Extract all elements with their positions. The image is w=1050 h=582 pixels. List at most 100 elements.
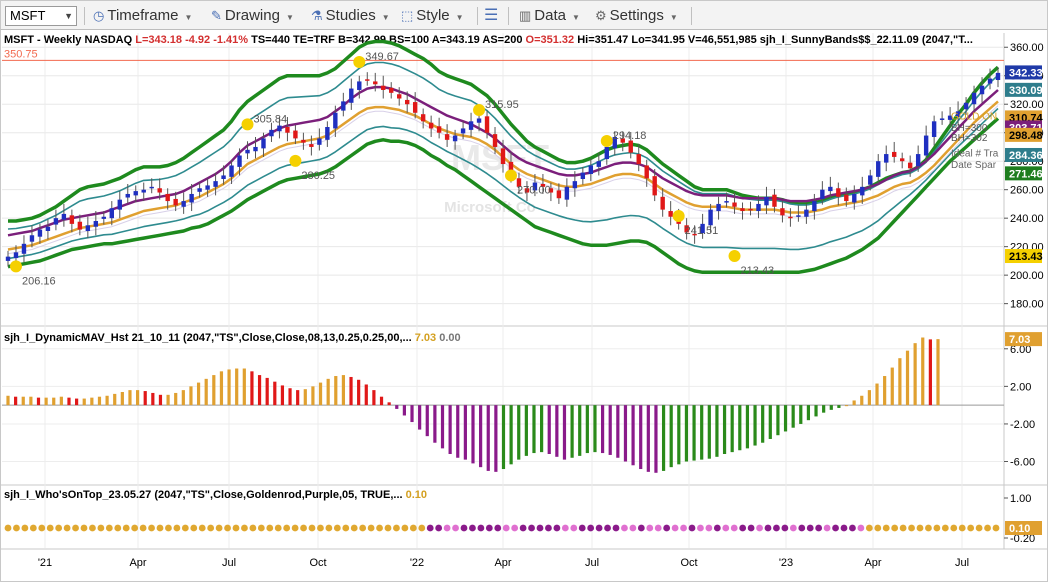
oscillator-bar xyxy=(753,405,757,446)
ontop-dot xyxy=(38,524,46,532)
ontop-dot xyxy=(553,524,561,532)
price-tick-label: 320.00 xyxy=(1010,99,1044,111)
timeframe-menu[interactable]: ◷ Timeframe ▼ xyxy=(93,6,192,26)
candle-body xyxy=(740,208,745,212)
timeframe-label: Timeframe xyxy=(107,7,179,24)
candle-body xyxy=(389,87,394,93)
candle-body xyxy=(412,102,418,113)
ontop-dot xyxy=(587,524,595,532)
ontop-dot xyxy=(705,524,713,532)
ontop-dot xyxy=(148,524,155,532)
ontop-dot xyxy=(604,524,611,532)
oscillator-bar xyxy=(410,405,414,423)
oscillator-bar xyxy=(204,378,208,406)
candle-body xyxy=(828,186,833,192)
swing-point-dot xyxy=(672,210,685,223)
ontop-dot xyxy=(637,524,645,532)
price-badge xyxy=(1005,249,1042,264)
ontop-dot xyxy=(46,524,54,532)
swing-point-label: 241.51 xyxy=(685,225,719,237)
swing-point-dot xyxy=(289,154,302,167)
oscillator-bar xyxy=(273,381,277,406)
toolbar-divider xyxy=(691,7,692,25)
toolbar-divider xyxy=(508,7,509,25)
oscillator-bar xyxy=(227,369,231,406)
x-tick-label: Oct xyxy=(680,557,697,569)
oscillator-bar xyxy=(90,397,94,406)
ontop-dot xyxy=(629,524,637,532)
oscillator-bar xyxy=(639,405,643,470)
candle-body xyxy=(53,218,59,225)
ontop-dot xyxy=(333,524,341,532)
oscillator-bar xyxy=(395,405,399,409)
candle-body xyxy=(444,134,450,140)
ontop-dot xyxy=(89,524,96,532)
chevron-down-icon[interactable]: ▼ xyxy=(64,11,73,21)
oscillator-bar xyxy=(143,391,147,406)
studies-menu[interactable]: ⚗ Studies ▼ xyxy=(311,6,390,26)
study-side-label: BH=302 xyxy=(951,133,988,144)
candle-body xyxy=(692,233,697,236)
candle-body xyxy=(373,81,378,85)
drawing-menu[interactable]: ✎ Drawing ▼ xyxy=(211,6,294,26)
candle-body xyxy=(588,165,594,175)
price-badge-label: 213.43 xyxy=(1009,251,1043,263)
oscillator-bar xyxy=(280,385,285,406)
candle-body xyxy=(109,208,114,219)
ontop-dot xyxy=(485,524,493,532)
candle-body xyxy=(955,111,961,118)
candle-body xyxy=(301,139,306,143)
oscillator-bar xyxy=(364,384,368,406)
oscillator-bar xyxy=(898,358,902,406)
candle-body xyxy=(508,161,514,177)
oscillator-bar xyxy=(471,405,475,464)
oscillator-bar xyxy=(707,405,711,459)
settings-menu[interactable]: ⚙ Settings ▼ xyxy=(595,6,678,26)
ontop-dot xyxy=(823,524,831,532)
candle-body xyxy=(931,121,937,137)
oscillator-bar xyxy=(219,371,224,406)
candle-body xyxy=(293,130,298,139)
ontop-dot xyxy=(469,524,476,532)
oscillator-badge xyxy=(1005,332,1042,347)
oscillator-bar xyxy=(776,405,780,436)
price-tick-label: 240.00 xyxy=(1010,213,1044,225)
study-side-label: GOLD ON xyxy=(951,112,997,123)
ontop-dot xyxy=(832,524,839,532)
ontop-dot xyxy=(181,524,189,532)
layout-button[interactable]: ☰ xyxy=(484,6,501,26)
oscillator-bar xyxy=(829,405,833,410)
x-tick-label: Jul xyxy=(222,557,236,569)
data-menu[interactable]: ▥ Data ▼ xyxy=(519,6,580,26)
candle-body xyxy=(620,138,625,143)
ontop-dot xyxy=(773,524,780,532)
ontop-dot xyxy=(941,524,949,532)
ontop-dot xyxy=(536,524,544,532)
price-tick-label: 260.00 xyxy=(1010,185,1044,197)
swing-point-label: 315.95 xyxy=(485,99,519,111)
ontop-dot xyxy=(190,524,198,532)
oscillator-bar xyxy=(715,405,719,457)
candle-body xyxy=(365,79,370,81)
study-side-label: BH=300 xyxy=(951,123,988,134)
oscillator-bar xyxy=(257,375,262,406)
style-menu[interactable]: ⬚ Style ▼ xyxy=(401,6,464,26)
dots-title: sjh_I_Who'sOnTop_23.05.27 (2047,"TS",Clo… xyxy=(4,489,427,501)
ontop-dot xyxy=(781,524,789,532)
oscillator-bar xyxy=(59,396,63,406)
candle-body xyxy=(580,172,586,179)
candle-body xyxy=(516,178,522,187)
ontop-dot xyxy=(105,524,113,532)
symbol-info: MSFT - Weekly NASDAQ xyxy=(4,34,135,46)
candle-body xyxy=(884,154,889,163)
candle-body xyxy=(45,226,51,231)
candle-body xyxy=(804,209,809,217)
oscillator-bar xyxy=(631,405,635,466)
oscillator-bar xyxy=(128,390,132,406)
ontop-dot xyxy=(342,524,350,532)
candle-body xyxy=(772,194,777,207)
symbol-input[interactable]: MSFT ▼ xyxy=(5,6,77,26)
dots-badge xyxy=(1005,521,1042,535)
ontop-dot xyxy=(266,524,274,532)
